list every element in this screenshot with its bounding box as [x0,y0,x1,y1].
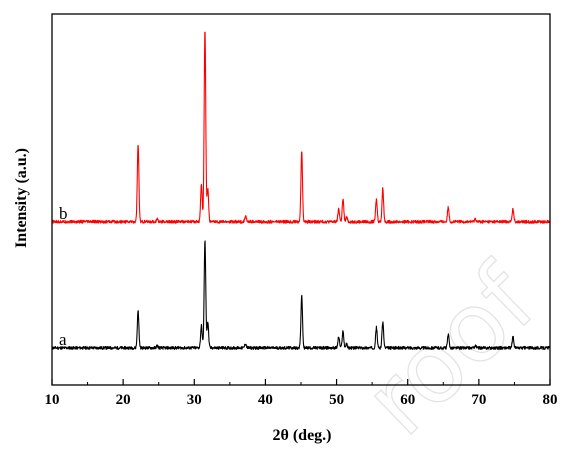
x-tick-label: 20 [116,392,131,408]
x-tick-label: 30 [187,392,202,408]
x-tick-label: 70 [471,392,486,408]
x-tick-label: 80 [543,392,558,408]
x-tick-label: 10 [45,392,60,408]
x-axis-ticks: 10 20 30 40 50 60 70 80 [45,379,558,408]
x-tick-label: 50 [329,392,344,408]
series-line-b [51,31,551,224]
y-axis-title: Intensity (a.u.) [13,148,30,248]
series-line-a [51,240,551,350]
series-label-a: a [59,330,67,349]
x-tick-label: 60 [400,392,415,408]
x-axis-title: 2θ (deg.) [272,427,331,444]
plot-area: ab [51,13,551,386]
series-label-b: b [59,204,68,223]
x-tick-label: 40 [258,392,273,408]
